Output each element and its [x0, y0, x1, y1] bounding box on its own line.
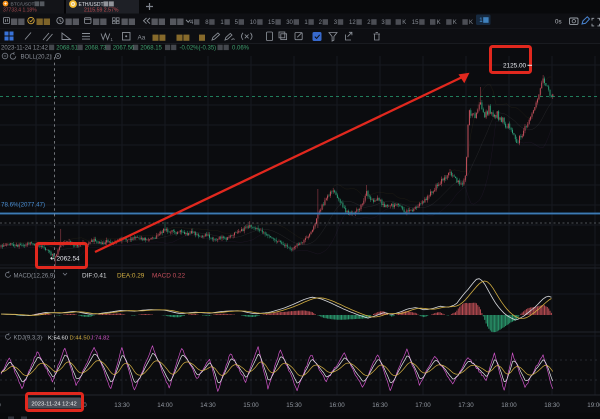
svg-text:0.06%: 0.06%: [232, 46, 250, 52]
svg-text:15: 15: [412, 20, 419, 26]
svg-text:2: 2: [319, 20, 323, 26]
svg-text:2068.73: 2068.73: [85, 46, 107, 52]
svg-text:BTC/USDT: BTC/USDT: [11, 2, 35, 8]
svg-text:13:30: 13:30: [114, 402, 130, 409]
svg-text:12: 12: [349, 20, 356, 26]
svg-text:K:54.60: K:54.60: [48, 336, 68, 342]
svg-text:K: K: [402, 20, 406, 26]
svg-text:2068.15: 2068.15: [140, 46, 162, 52]
svg-text:14:30: 14:30: [200, 402, 216, 409]
svg-text:3: 3: [334, 20, 338, 26]
svg-text:2023-11-24 12:42: 2023-11-24 12:42: [1, 46, 49, 52]
svg-text:15:30: 15:30: [286, 402, 302, 409]
svg-text:2: 2: [367, 20, 371, 26]
svg-text:-: -: [41, 336, 43, 342]
svg-text:0s: 0s: [555, 19, 562, 26]
svg-text:12:00: 12:00: [0, 402, 1, 409]
svg-text:10: 10: [250, 20, 257, 26]
svg-text:MACD(12,26,9): MACD(12,26,9): [14, 274, 56, 280]
svg-text:2125.00: 2125.00: [503, 63, 527, 70]
svg-text:30: 30: [286, 20, 293, 26]
svg-text:BOLL(20,2): BOLL(20,2): [21, 55, 52, 61]
svg-text:MACD 0.22: MACD 0.22: [152, 273, 185, 280]
svg-text:16:00: 16:00: [329, 402, 345, 409]
svg-text:2062.54: 2062.54: [57, 256, 81, 263]
svg-text:14:00: 14:00: [157, 402, 173, 409]
svg-text:4: 4: [190, 20, 194, 26]
svg-text:15:00: 15:00: [243, 402, 259, 409]
svg-text:8: 8: [205, 20, 209, 26]
svg-text:1: 1: [479, 18, 483, 24]
svg-text:15: 15: [268, 20, 275, 26]
svg-text:1: 1: [220, 20, 224, 26]
svg-text:17:00: 17:00: [415, 402, 431, 409]
svg-text:DIF:0.41: DIF:0.41: [82, 273, 107, 280]
svg-text:|: |: [51, 54, 52, 60]
svg-text:2115.59 2.57%: 2115.59 2.57%: [84, 8, 119, 14]
svg-text:18:00: 18:00: [501, 402, 517, 409]
svg-text:1: 1: [304, 20, 308, 26]
svg-text:18:30: 18:30: [544, 402, 560, 409]
svg-text:2023-11-24 12:42: 2023-11-24 12:42: [31, 402, 76, 408]
svg-text:ETH/USDT: ETH/USDT: [79, 2, 104, 8]
svg-text:16:30: 16:30: [372, 402, 388, 409]
svg-text:5: 5: [235, 20, 239, 26]
svg-text:KDJ(9,3,3): KDJ(9,3,3): [14, 336, 43, 342]
svg-text:K: K: [437, 20, 441, 26]
svg-text:3: 3: [381, 20, 385, 26]
svg-text:D:44.50: D:44.50: [70, 336, 90, 342]
svg-text:J:74.82: J:74.82: [91, 336, 110, 342]
svg-text:Aa: Aa: [138, 35, 146, 42]
svg-text:K: K: [453, 20, 457, 26]
svg-text:1: 1: [111, 37, 114, 42]
svg-text:37733.4 1.18%: 37733.4 1.18%: [3, 7, 37, 13]
svg-text:17:30: 17:30: [458, 402, 474, 409]
svg-text:2068.51: 2068.51: [56, 46, 78, 52]
svg-text:-0.02%(-0.35): -0.02%(-0.35): [180, 46, 217, 52]
svg-text:2067.56: 2067.56: [113, 46, 135, 52]
svg-text:K: K: [469, 20, 473, 26]
svg-text:19:00: 19:00: [587, 402, 600, 409]
svg-text:78.6%(2077.47): 78.6%(2077.47): [1, 202, 45, 209]
svg-text:DEA:0.29: DEA:0.29: [117, 273, 145, 280]
